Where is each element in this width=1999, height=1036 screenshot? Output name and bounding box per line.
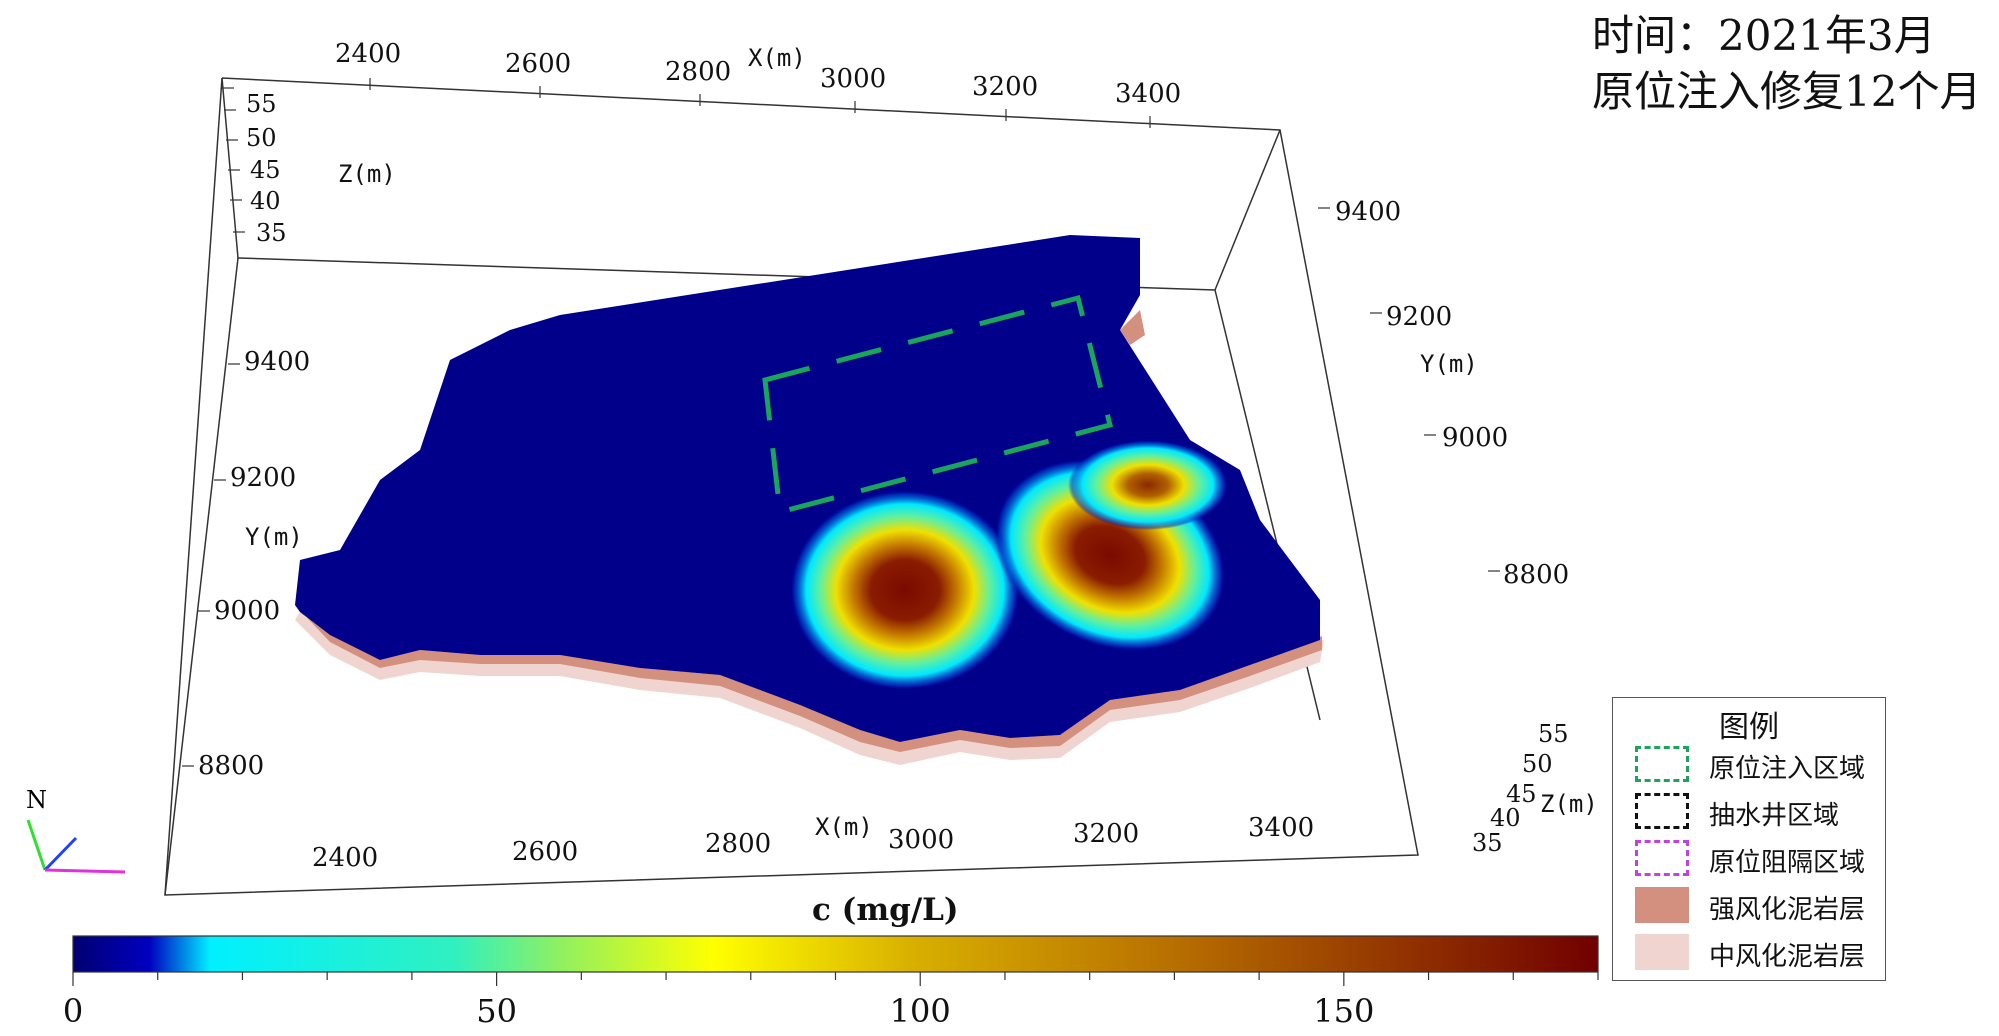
concentration-field: [295, 235, 1320, 742]
colorbar-tick-labels: 0 50 100 150: [63, 992, 1375, 1030]
x-bottom-tick: 3200: [1073, 819, 1139, 849]
legend: 图例 原位注入区域 抽水井区域 原位阻隔区域 强风化泥岩层 中风化泥岩层: [1612, 697, 1886, 981]
z-left-axis-label: Z(m): [338, 160, 396, 188]
y-left-tick: 9400: [244, 347, 310, 377]
colorbar-tick-label: 0: [63, 992, 83, 1030]
colorbar-title: c (mg/L): [812, 892, 959, 928]
axis-ticks: 2400 2600 2800 3000 3200 3400 X(m) 2400 …: [198, 39, 1598, 873]
y-left-tick: 9000: [214, 596, 280, 626]
x-top-axis-label: X(m): [748, 44, 806, 72]
z-left-tick: 45: [250, 156, 281, 184]
legend-label: 中风化泥岩层: [1709, 942, 1866, 972]
colorbar-ticks: [72, 972, 1599, 986]
plume-hotspot-northeast: [1068, 440, 1228, 530]
y-left-ticks: 9400 9200 9000 8800 Y(m): [198, 347, 310, 781]
legend-label: 原位阻隔区域: [1709, 848, 1866, 878]
z-left-tick: 55: [246, 90, 277, 118]
title-block: 时间：2021年3月 原位注入修复12个月: [1592, 8, 1981, 120]
y-left-tick: 8800: [198, 751, 264, 781]
legend-label: 强风化泥岩层: [1709, 895, 1866, 925]
orientation-triad: [26, 819, 126, 874]
y-right-tick: 9000: [1442, 423, 1508, 453]
x-top-tick: 3200: [972, 72, 1038, 102]
z-left-tick: 40: [250, 187, 281, 215]
legend-title: 图例: [1719, 710, 1779, 745]
x-bottom-tick: 3400: [1248, 813, 1314, 843]
z-right-tick: 45: [1506, 780, 1537, 808]
time-line: 时间：2021年3月: [1592, 11, 1936, 60]
legend-swatch: [1635, 746, 1689, 782]
x-top-tick: 3400: [1115, 79, 1181, 109]
z-right-tick: 50: [1522, 750, 1553, 778]
strata-layers: [295, 310, 1324, 765]
description-line: 原位注入修复12个月: [1592, 67, 1982, 116]
x-top-tick: 2600: [505, 49, 571, 79]
y-right-ticks: 9400 9200 9000 8800 Y(m): [1335, 197, 1569, 590]
legend-label: 原位注入区域: [1709, 754, 1866, 784]
x-bottom-ticks: 2400 2600 2800 3000 3200 3400 X(m): [312, 813, 1314, 873]
y-left-tick: 9200: [230, 463, 296, 493]
z-right-tick: 40: [1490, 804, 1521, 832]
legend-item-injection-zone: 原位注入区域: [1627, 744, 1883, 784]
y-right-tick: 9400: [1335, 197, 1401, 227]
x-bottom-tick: 3000: [888, 825, 954, 855]
colorbar-tick-label: 50: [476, 992, 517, 1030]
legend-item-moderately-weathered: 中风化泥岩层: [1627, 932, 1883, 972]
legend-swatch: [1635, 793, 1689, 829]
injection-zone-outline: [762, 294, 1114, 516]
y-left-axis-label: Y(m): [245, 523, 303, 551]
legend-item-strongly-weathered: 强风化泥岩层: [1627, 885, 1883, 925]
north-label: N: [26, 786, 47, 814]
y-right-axis-label: Y(m): [1420, 350, 1478, 378]
plume-hotspot-west: [790, 490, 1020, 690]
y-right-tick: 8800: [1503, 560, 1569, 590]
legend-swatch: [1635, 887, 1689, 923]
z-right-axis-label: Z(m): [1540, 790, 1598, 818]
legend-item-barrier-zone: 原位阻隔区域: [1627, 838, 1883, 878]
z-right-tick: 55: [1538, 720, 1569, 748]
x-bottom-tick: 2400: [312, 843, 378, 873]
colorbar-tick-label: 100: [890, 992, 951, 1030]
colorbar-gradient: [72, 935, 1599, 973]
legend-item-pumping-well-zone: 抽水井区域: [1627, 791, 1883, 831]
x-top-tick: 2400: [335, 39, 401, 69]
x-bottom-axis-label: X(m): [815, 813, 873, 841]
legend-label: 抽水井区域: [1709, 801, 1840, 831]
x-top-tick: 3000: [820, 64, 886, 94]
x-top-tick: 2800: [665, 57, 731, 87]
axis-tick-marks: [182, 78, 1500, 767]
colorbar: 0 50 100 150 c (mg/L): [63, 892, 1599, 1030]
z-left-tick: 50: [246, 124, 277, 152]
x-bottom-tick: 2600: [512, 837, 578, 867]
legend-swatch: [1635, 934, 1689, 970]
z-left-tick: 35: [256, 219, 287, 247]
z-left-ticks: 55 50 45 40 35 Z(m): [246, 90, 396, 247]
z-right-tick: 35: [1472, 829, 1503, 857]
x-bottom-tick: 2800: [705, 829, 771, 859]
z-right-ticks: 55 50 45 40 35 Z(m): [1472, 720, 1598, 857]
colorbar-tick-label: 150: [1313, 992, 1374, 1030]
x-top-ticks: 2400 2600 2800 3000 3200 3400 X(m): [335, 39, 1181, 109]
legend-swatch: [1635, 840, 1689, 876]
y-right-tick: 9200: [1386, 302, 1452, 332]
